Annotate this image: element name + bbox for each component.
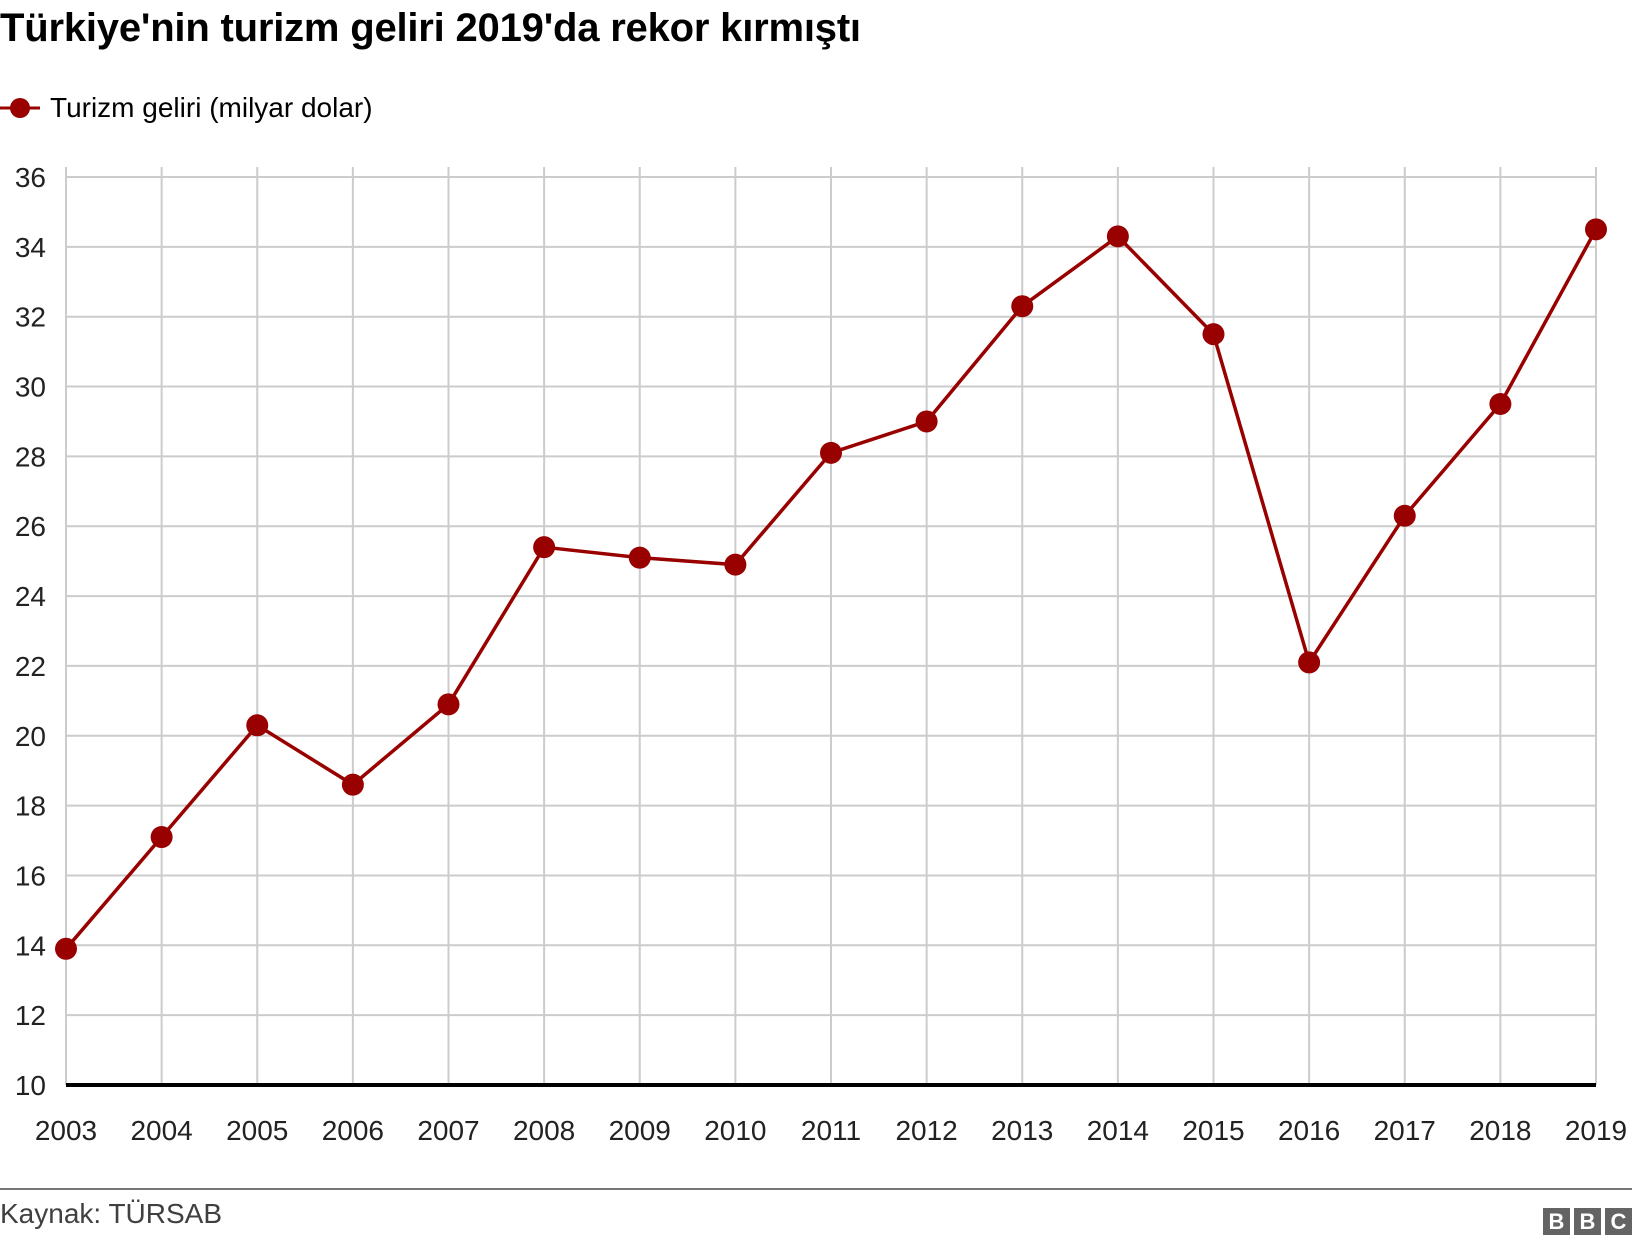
y-tick-label: 20 — [15, 721, 46, 752]
data-point-marker — [1298, 651, 1321, 674]
source-note: Kaynak: TÜRSAB — [0, 1198, 223, 1229]
x-tick-label: 2004 — [130, 1115, 192, 1146]
x-tick-label: 2010 — [704, 1115, 766, 1146]
data-point-marker — [915, 410, 938, 433]
footer-divider — [0, 1188, 1632, 1190]
x-tick-label: 2013 — [991, 1115, 1053, 1146]
x-tick-label: 2006 — [322, 1115, 384, 1146]
legend-label: Turizm geliri (milyar dolar) — [50, 92, 373, 123]
y-tick-label: 28 — [15, 441, 46, 472]
y-tick-label: 24 — [15, 581, 46, 612]
data-point-marker — [1489, 393, 1512, 415]
data-point-marker — [55, 937, 77, 960]
data-point-marker — [820, 441, 842, 464]
data-point-marker — [1393, 504, 1416, 527]
bbc-logo-letter: C — [1605, 1208, 1632, 1235]
y-tick-label: 12 — [15, 1000, 46, 1031]
data-point-marker — [150, 826, 173, 849]
x-tick-label: 2018 — [1469, 1115, 1531, 1146]
y-tick-label: 32 — [15, 302, 46, 333]
y-tick-label: 16 — [15, 860, 46, 891]
y-tick-label: 26 — [15, 511, 46, 542]
chart-title: Türkiye'nin turizm geliri 2019'da rekor … — [0, 6, 861, 50]
y-tick-label: 14 — [15, 930, 46, 961]
y-tick-label: 30 — [15, 372, 46, 403]
x-tick-label: 2011 — [801, 1115, 861, 1146]
x-tick-label: 2017 — [1374, 1115, 1436, 1146]
bbc-logo-letter: B — [1574, 1208, 1601, 1235]
y-tick-label: 10 — [15, 1070, 46, 1101]
data-point-marker — [533, 536, 556, 559]
x-tick-label: 2009 — [609, 1115, 671, 1146]
x-tick-label: 2014 — [1087, 1115, 1149, 1146]
data-point-marker — [341, 773, 364, 796]
data-point-marker — [1585, 218, 1607, 241]
data-point-marker — [1106, 225, 1129, 248]
y-tick-label: 34 — [15, 232, 46, 263]
bbc-logo-letter: B — [1543, 1208, 1570, 1235]
data-point-marker — [1202, 323, 1225, 346]
legend: Turizm geliri (milyar dolar) — [0, 90, 373, 126]
data-point-marker — [437, 693, 460, 716]
x-tick-label: 2003 — [35, 1115, 97, 1146]
x-tick-label: 2015 — [1182, 1115, 1244, 1146]
bbc-logo: B B C — [1543, 1208, 1632, 1235]
x-tick-label: 2005 — [226, 1115, 288, 1146]
x-tick-label: 2008 — [513, 1115, 575, 1146]
line-chart: 10 12 14 16 18 20 22 24 26 28 30 32 34 36 2003 2004 2005… — [15, 162, 1627, 1146]
x-tick-label: 2019 — [1565, 1115, 1627, 1146]
data-point-marker — [724, 553, 747, 576]
data-point-marker — [628, 546, 651, 569]
data-point-marker — [1011, 295, 1034, 318]
x-tick-label: 2012 — [895, 1115, 957, 1146]
x-tick-label: 2016 — [1278, 1115, 1340, 1146]
y-tick-label: 18 — [15, 791, 46, 822]
x-tick-label: 2007 — [417, 1115, 479, 1146]
legend-marker-icon — [0, 98, 40, 118]
y-tick-label: 22 — [15, 651, 46, 682]
data-point-marker — [246, 714, 269, 737]
y-tick-label: 36 — [15, 162, 46, 193]
